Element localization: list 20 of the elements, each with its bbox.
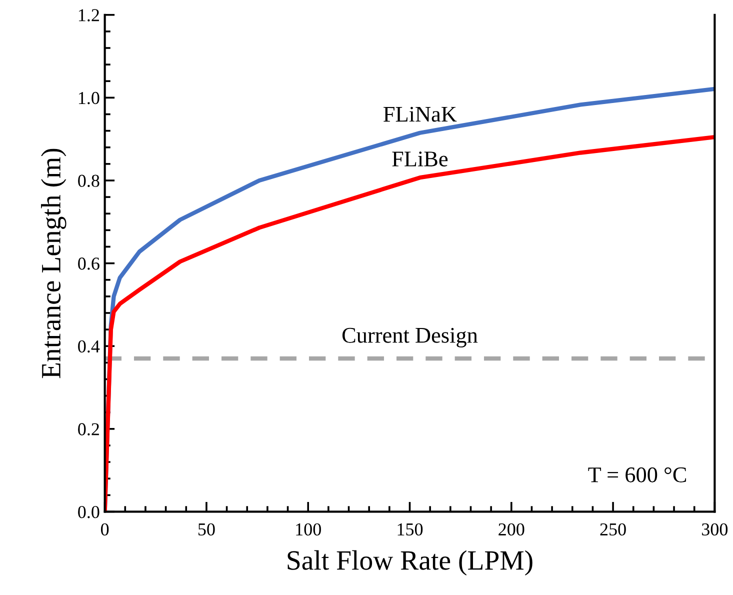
y-tick-label: 0.0 xyxy=(78,506,100,518)
series-label: FLiNaK xyxy=(384,106,457,122)
y-tick-label: 1.0 xyxy=(78,92,100,104)
y-tick-label: 0.4 xyxy=(78,340,100,353)
series-label: FLiBe xyxy=(392,152,448,166)
x-tick-label: 50 xyxy=(198,523,215,536)
y-axis-title: Entrance Length (m) xyxy=(41,148,66,378)
x-tick-label: 100 xyxy=(296,523,321,536)
y-tick-label: 0.2 xyxy=(78,423,99,436)
ref-line-label: Current Design xyxy=(342,328,478,348)
y-tick-label: 0.8 xyxy=(78,174,100,188)
x-axis-title: Salt Flow Rate (LPM) xyxy=(288,550,532,576)
x-tick-label: 0 xyxy=(100,523,109,536)
y-tick-label: 0.6 xyxy=(78,258,100,270)
annotation: T = 600 °C xyxy=(588,467,686,482)
x-tick-label: 200 xyxy=(498,523,524,536)
x-tick-label: 150 xyxy=(398,523,423,536)
x-tick-label: 250 xyxy=(600,523,626,536)
x-tick-label: 300 xyxy=(702,523,728,536)
y-tick-label: 1.2 xyxy=(78,9,99,22)
